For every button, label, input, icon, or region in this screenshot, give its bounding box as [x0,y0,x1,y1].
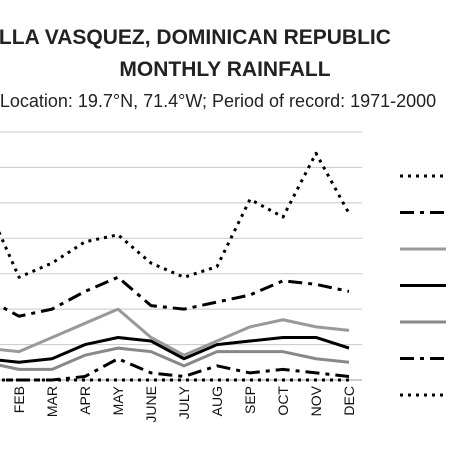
chart-title-line-1: VILLA VASQUEZ, DOMINICAN REPUBLIC [0,26,391,49]
x-tick-label: JULY [176,385,192,419]
series-line-4 [0,335,350,364]
chart-subtitle: Location: 19.7°N, 71.4°W; Period of reco… [0,91,437,111]
x-tick-label: JUNE [143,386,159,423]
chart-title-line-2: MONTHLY RAINFALL [119,58,331,81]
series-line-6 [0,357,350,382]
series-line-3 [0,307,350,357]
x-tick-label: MAR [44,386,60,417]
x-tick-label: MAY [110,385,126,415]
x-tick-label: NOV [308,385,324,416]
x-tick-label: APR [77,386,93,415]
series-line-1 [0,151,351,279]
x-tick-label: SEP [242,386,258,414]
x-tick-label: FEB [11,386,27,413]
series-line-5 [0,346,350,371]
x-tick-label: AUG [209,386,225,416]
series-line-2 [0,275,350,318]
x-tick-label: OCT [275,386,291,416]
x-tick-label: DEC [341,386,357,416]
